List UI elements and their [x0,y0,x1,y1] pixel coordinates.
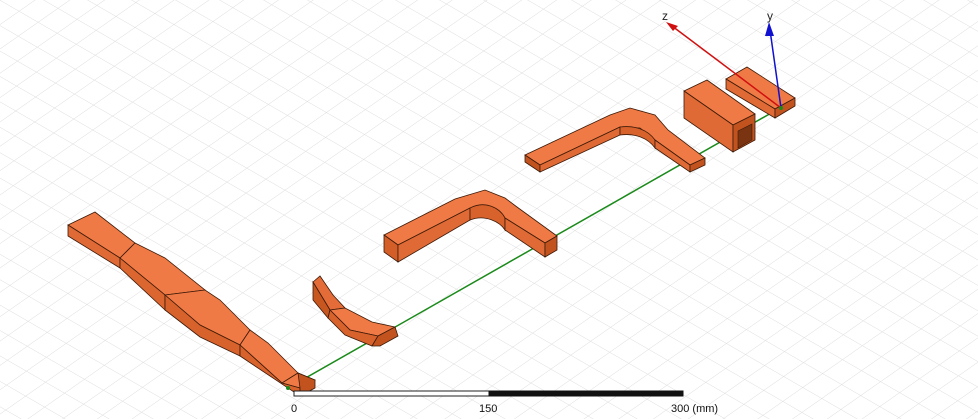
scale-bar-segment-dark [488,390,684,397]
tapered-waveguide[interactable] [67,211,316,397]
square-waveguide-section[interactable] [725,66,796,119]
z-axis-label: z [662,9,668,23]
h-bend-waveguide[interactable] [524,107,706,173]
scale-bar: 0 150 300 (mm) [291,390,718,415]
y-axis-label: y [767,9,773,23]
coordinate-triad: z y [286,9,783,390]
scale-tick-150: 150 [479,403,497,415]
y-arrowhead-icon [765,22,774,36]
scale-tick-0: 0 [291,403,297,415]
scale-bar-segment-light [293,390,490,397]
z-arrowhead-icon [666,22,678,31]
scale-tick-300: 300 (mm) [671,403,718,415]
z-axis-arrow [671,25,782,109]
rectangular-waveguide-section[interactable] [683,79,756,153]
twisted-waveguide[interactable] [312,275,399,347]
x-axis-origin-marker [286,386,290,390]
e-bend-waveguide[interactable] [383,189,558,263]
origin-point [779,106,783,110]
y-axis-arrow [769,29,782,109]
